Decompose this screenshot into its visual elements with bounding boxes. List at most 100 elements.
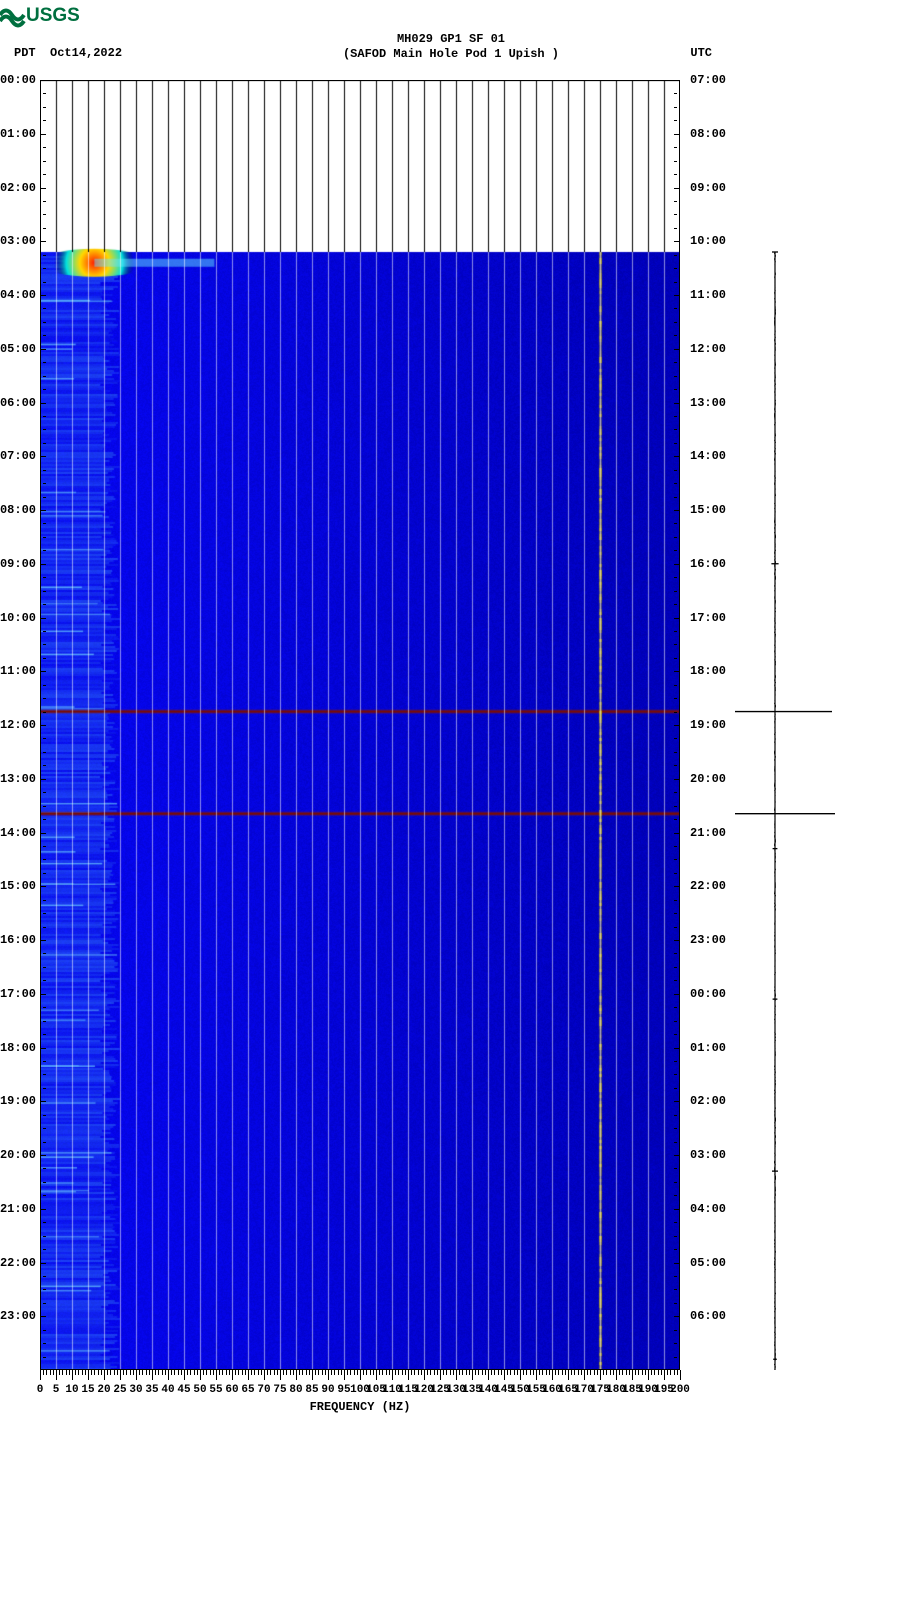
y-right-minor-tick [674,658,677,659]
y-left-tick: 17:00 [0,988,36,1000]
x-minor-tick [565,1370,566,1375]
y-right-minor-tick [674,550,677,551]
y-right-minor-tick [674,967,677,968]
left-timezone-label: PDT [14,46,36,60]
x-minor-tick [222,1370,223,1375]
x-minor-tick [283,1370,284,1375]
y-right-tick-mark [674,1101,680,1102]
x-minor-tick [626,1370,627,1375]
y-right-minor-tick [674,201,677,202]
x-minor-tick [293,1370,294,1375]
y-left-minor-tick [43,980,46,981]
y-right-tick-mark [674,618,680,619]
y-left-minor-tick [43,577,46,578]
y-right-tick-mark [674,403,680,404]
x-minor-tick [472,1370,473,1375]
y-right-minor-tick [674,282,677,283]
x-minor-tick [43,1370,44,1375]
y-right-minor-tick [674,147,677,148]
x-minor-tick [456,1370,457,1375]
x-minor-tick [136,1370,137,1375]
y-right-minor-tick [674,846,677,847]
x-minor-tick [62,1370,63,1375]
x-minor-tick [530,1370,531,1375]
x-minor-tick [498,1370,499,1375]
x-minor-tick [469,1370,470,1375]
x-minor-tick [309,1370,310,1375]
x-minor-tick [226,1370,227,1375]
x-minor-tick [434,1370,435,1375]
x-minor-tick [584,1370,585,1375]
x-minor-tick [526,1370,527,1375]
x-minor-tick [578,1370,579,1375]
y-left-minor-tick [43,335,46,336]
y-right-tick: 04:00 [690,1203,726,1215]
x-tick: 75 [273,1384,286,1396]
x-tick: 85 [305,1384,318,1396]
y-right-minor-tick [674,523,677,524]
x-minor-tick [376,1370,377,1375]
y-left-tick-mark [40,833,46,834]
y-left-tick: 22:00 [0,1257,36,1269]
y-left-tick-mark [40,725,46,726]
y-left-tick-mark [40,779,46,780]
x-minor-tick [514,1370,515,1375]
x-minor-tick [46,1370,47,1375]
y-left-minor-tick [43,698,46,699]
x-minor-tick [517,1370,518,1375]
y-left-tick: 23:00 [0,1310,36,1322]
x-minor-tick [56,1370,57,1375]
y-right-minor-tick [674,107,677,108]
y-right-tick-mark [674,779,680,780]
y-right-minor-tick [674,752,677,753]
y-left-tick-mark [40,510,46,511]
x-minor-tick [654,1370,655,1375]
y-left-minor-tick [43,308,46,309]
y-left-tick: 05:00 [0,343,36,355]
x-minor-tick [574,1370,575,1375]
y-left-minor-tick [43,967,46,968]
title-line-1: MH029 GP1 SF 01 [0,32,902,47]
x-minor-tick [411,1370,412,1375]
x-minor-tick [670,1370,671,1375]
x-minor-tick [661,1370,662,1375]
x-minor-tick [619,1370,620,1375]
y-right-minor-tick [674,255,677,256]
waveform-svg [735,80,895,1370]
header-right: UTC [690,46,712,60]
y-left-minor-tick [43,873,46,874]
x-minor-tick [450,1370,451,1375]
x-minor-tick [616,1370,617,1375]
x-minor-tick [146,1370,147,1375]
y-left-minor-tick [43,161,46,162]
x-minor-tick [674,1370,675,1375]
y-left-minor-tick [43,1249,46,1250]
y-left-minor-tick [43,483,46,484]
y-left-tick: 07:00 [0,450,36,462]
y-left-minor-tick [43,1034,46,1035]
y-left-minor-tick [43,537,46,538]
y-left-minor-tick [43,900,46,901]
x-minor-tick [104,1370,105,1375]
x-minor-tick [347,1370,348,1375]
x-minor-tick [264,1370,265,1375]
y-right-minor-tick [674,819,677,820]
x-tick: 30 [129,1384,142,1396]
x-minor-tick [603,1370,604,1375]
x-minor-tick [504,1370,505,1375]
header-left: PDT Oct14,2022 [14,46,122,60]
y-left-minor-tick [43,1276,46,1277]
x-minor-tick [322,1370,323,1375]
y-left-minor-tick [43,806,46,807]
x-minor-tick [600,1370,601,1375]
y-left-tick: 03:00 [0,235,36,247]
y-right-minor-tick [674,1195,677,1196]
y-left-minor-tick [43,322,46,323]
waveform-panel [735,80,895,1370]
right-timezone-label: UTC [690,46,712,60]
y-left-tick: 21:00 [0,1203,36,1215]
y-right-minor-tick [674,443,677,444]
x-minor-tick [485,1370,486,1375]
x-minor-tick [290,1370,291,1375]
x-minor-tick [120,1370,121,1375]
